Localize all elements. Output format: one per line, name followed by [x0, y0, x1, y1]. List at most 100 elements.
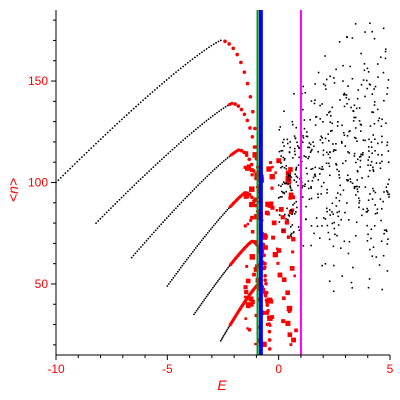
cloud-point	[308, 146, 311, 149]
cloud-point	[325, 207, 328, 210]
branch-point	[239, 107, 244, 112]
cloud-point	[321, 264, 323, 267]
cluster-point	[248, 296, 254, 302]
cloud-point	[317, 196, 319, 199]
cluster-point	[285, 170, 292, 176]
branch-point	[267, 347, 272, 351]
cloud-point	[302, 141, 304, 144]
branch-point	[187, 193, 190, 196]
cloud-point	[302, 136, 305, 139]
branch-point	[109, 129, 112, 132]
cloud-point	[349, 180, 352, 183]
cloud-point	[315, 115, 318, 118]
cloud-point	[373, 122, 376, 125]
cloud-point	[362, 139, 365, 141]
cloud-point	[374, 149, 376, 152]
cloud-point	[333, 82, 336, 84]
branch-point	[169, 280, 172, 283]
cluster-point	[266, 212, 270, 216]
branch-point	[202, 178, 205, 181]
cloud-point	[279, 196, 282, 198]
branch-point	[171, 211, 174, 214]
x-tick-label: 5	[387, 362, 394, 376]
cloud-point	[296, 176, 299, 179]
cluster-point	[270, 205, 275, 210]
cluster-point	[288, 192, 294, 198]
cloud-point	[290, 189, 292, 192]
cloud-point	[380, 240, 383, 243]
cluster-point	[263, 311, 268, 315]
cloud-point	[340, 218, 342, 221]
branch-point	[226, 328, 229, 331]
branch-point	[104, 133, 107, 136]
cloud-point	[353, 185, 356, 188]
cloud-point	[342, 189, 345, 192]
cloud-point	[373, 225, 376, 227]
cloud-point	[281, 141, 284, 144]
cloud-point	[302, 135, 304, 137]
cloud-point	[366, 67, 369, 70]
branch-point	[203, 235, 206, 238]
branch-point	[250, 195, 254, 200]
cloud-point	[354, 185, 357, 188]
cloud-point	[384, 57, 387, 60]
cloud-point	[345, 96, 348, 99]
cloud-point	[286, 138, 289, 141]
cloud-point	[317, 150, 319, 153]
cluster-point	[271, 235, 276, 240]
cloud-point	[281, 190, 283, 193]
cloud-point	[369, 164, 372, 167]
cloud-point	[340, 140, 343, 143]
branch-point	[78, 158, 81, 161]
branch-point	[165, 154, 168, 157]
cloud-point	[328, 165, 331, 168]
cloud-point	[285, 190, 287, 193]
branch-point	[244, 153, 249, 158]
branch-point	[217, 219, 220, 222]
branch-point	[201, 51, 203, 54]
cloud-point	[293, 135, 296, 137]
cloud-point	[348, 98, 350, 101]
branch-point	[225, 330, 228, 333]
branch-point	[161, 83, 163, 85]
branch-point	[263, 294, 268, 298]
cloud-point	[353, 187, 356, 190]
cloud-point	[366, 239, 369, 242]
cloud-point	[289, 141, 291, 143]
cloud-point	[363, 69, 366, 72]
cloud-point	[336, 168, 338, 171]
cloud-point	[293, 179, 296, 182]
cloud-point	[355, 107, 358, 110]
cloud-point	[336, 234, 338, 237]
branch-point	[206, 231, 209, 234]
branch-point	[158, 225, 161, 228]
cloud-point	[352, 266, 354, 269]
cloud-point	[282, 156, 284, 159]
branch-point	[223, 333, 226, 336]
branch-point	[199, 304, 202, 307]
cloud-point	[369, 22, 371, 24]
branch-point	[203, 299, 206, 301]
cloud-point	[332, 213, 335, 215]
branch-point	[204, 297, 207, 300]
branch-point	[99, 217, 102, 220]
cluster-point	[268, 324, 272, 327]
branch-point	[173, 209, 175, 212]
cloud-point	[306, 172, 308, 175]
cloud-point	[289, 174, 291, 177]
branch-point	[134, 252, 137, 255]
cloud-point	[382, 27, 385, 30]
branch-point	[102, 136, 104, 138]
cloud-point	[295, 166, 298, 169]
cloud-point	[298, 229, 301, 231]
branch-point	[206, 175, 209, 178]
cloud-point	[372, 246, 375, 248]
branch-point	[198, 52, 201, 55]
cloud-point	[280, 185, 282, 188]
branch-point	[220, 108, 223, 111]
branch-point	[194, 247, 197, 249]
branch-point	[219, 339, 222, 342]
cloud-point	[328, 209, 331, 211]
cloud-point	[373, 37, 376, 40]
cluster-point	[250, 229, 255, 234]
